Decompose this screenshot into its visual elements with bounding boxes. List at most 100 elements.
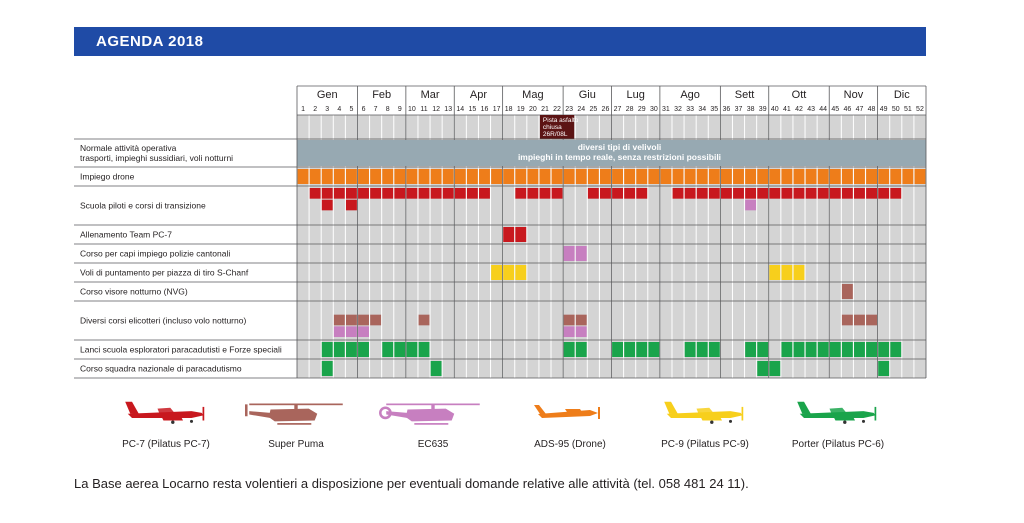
week-number: 13 (444, 106, 452, 113)
week-number: 2 (313, 106, 317, 113)
activity-cell-drone (587, 169, 599, 184)
activity-cell-porter (769, 361, 781, 376)
week-number: 25 (589, 106, 597, 113)
activity-cell-ec635 (345, 326, 357, 337)
activity-cell-ec635 (333, 326, 345, 337)
week-number: 17 (493, 106, 501, 113)
activity-cell-drone (624, 169, 636, 184)
runway-note-text: Pista asfalto (543, 117, 579, 124)
activity-cell-drone (466, 169, 478, 184)
week-number: 35 (710, 106, 718, 113)
activity-cell-pc7 (503, 227, 515, 242)
activity-cell-pc7 (309, 188, 321, 199)
week-number: 4 (337, 106, 341, 113)
activity-cell-porter (878, 342, 890, 357)
banner-text: diversi tipi di velivoli (578, 142, 662, 152)
week-number: 43 (807, 106, 815, 113)
activity-cell-superpuma (841, 314, 853, 326)
activity-cell-pc7 (841, 188, 853, 199)
week-number: 11 (420, 106, 427, 113)
activity-cell-pc7 (805, 188, 817, 199)
activity-cell-drone (418, 169, 430, 184)
week-number: 26 (602, 106, 610, 113)
week-number: 8 (386, 106, 390, 113)
activity-cell-drone (430, 169, 442, 184)
row-label: Impiego drone (80, 172, 135, 182)
legend-label: ADS-95 (Drone) (534, 439, 606, 450)
activity-cell-pc7 (406, 188, 418, 199)
activity-cell-pc7 (829, 188, 841, 199)
week-number: 15 (468, 106, 476, 113)
activity-cell-pc7 (624, 188, 636, 199)
week-number: 12 (432, 106, 440, 113)
activity-cell-pc7 (878, 188, 890, 199)
activity-cell-porter (781, 342, 793, 357)
activity-cell-drone (382, 169, 394, 184)
activity-cell-pc7 (479, 188, 490, 199)
week-number: 47 (856, 106, 864, 113)
activity-cell-ec635 (745, 199, 757, 211)
week-number: 36 (723, 106, 731, 113)
month-label: Ago (680, 89, 700, 101)
activity-cell-drone (878, 169, 890, 184)
activity-cell-drone (345, 169, 357, 184)
activity-cell-porter (854, 342, 865, 357)
activity-cell-ec635 (563, 326, 575, 337)
activity-cell-porter (890, 342, 902, 357)
activity-cell-pc7 (890, 188, 902, 199)
helicopter-icon (379, 403, 480, 425)
activity-cell-drone (817, 169, 829, 184)
activity-cell-porter (575, 342, 587, 357)
activity-cell-pc7 (733, 188, 744, 199)
activity-cell-pc7 (612, 188, 623, 199)
activity-cell-drone (527, 169, 539, 184)
activity-cell-pc7 (466, 188, 478, 199)
activity-cell-superpuma (370, 314, 382, 326)
activity-cell-drone (370, 169, 382, 184)
activity-cell-superpuma (563, 314, 575, 326)
activity-cell-pc7 (454, 188, 466, 199)
activity-cell-drone (745, 169, 757, 184)
week-number: 3 (325, 106, 329, 113)
activity-cell-drone (551, 169, 563, 184)
month-label: Feb (372, 89, 391, 101)
activity-cell-pc9 (503, 265, 515, 280)
activity-cell-porter (394, 342, 406, 357)
month-label: Sett (735, 89, 755, 101)
activity-cell-drone (684, 169, 696, 184)
activity-cell-pc7 (793, 188, 805, 199)
activity-cell-superpuma (866, 314, 878, 326)
activity-cell-drone (309, 169, 321, 184)
activity-cell-porter (878, 361, 890, 376)
activity-cell-drone (539, 169, 551, 184)
activity-cell-superpuma (345, 314, 357, 326)
month-label: Lug (627, 89, 645, 101)
activity-cell-pc7 (527, 188, 539, 199)
activity-cell-ec635 (575, 326, 587, 337)
activity-cell-pc7 (817, 188, 829, 199)
activity-cell-porter (757, 361, 769, 376)
week-number: 29 (638, 106, 646, 113)
activity-cell-superpuma (841, 284, 853, 299)
month-label: Giu (579, 89, 596, 101)
activity-cell-pc7 (539, 188, 551, 199)
activity-cell-pc7 (587, 188, 599, 199)
activity-cell-pc7 (345, 199, 357, 211)
week-number: 9 (398, 106, 402, 113)
porter-plane-icon (797, 401, 877, 424)
activity-cell-porter (817, 342, 829, 357)
activity-cell-superpuma (358, 314, 369, 326)
week-number: 30 (650, 106, 658, 113)
activity-cell-drone (394, 169, 406, 184)
activity-cell-pc9 (515, 265, 527, 280)
row-label: Diversi corsi elicotteri (incluso volo n… (80, 316, 246, 326)
row-label: Allenamento Team PC-7 (80, 230, 172, 240)
activity-cell-ec635 (563, 246, 575, 261)
week-number: 22 (553, 106, 561, 113)
activity-cell-pc7 (745, 188, 757, 199)
activity-cell-pc7 (345, 188, 357, 199)
activity-cell-porter (418, 342, 430, 357)
week-number: 16 (481, 106, 489, 113)
activity-cell-porter (382, 342, 394, 357)
week-number: 34 (698, 106, 706, 113)
